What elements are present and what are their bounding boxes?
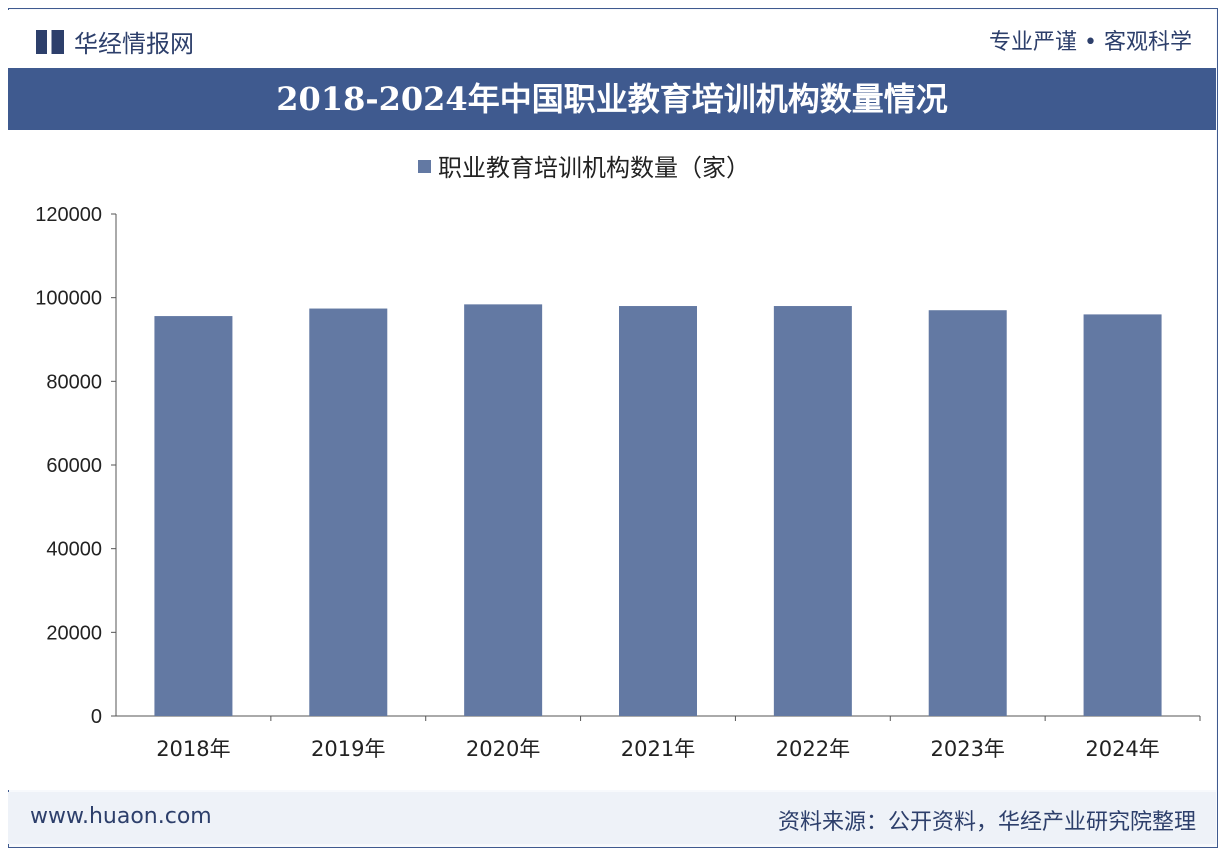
x-tick-label: 2020年 (466, 737, 540, 761)
website: www.huaon.com (30, 804, 212, 829)
slogan: 专业严谨 • 客观科学 (989, 30, 1192, 55)
y-tick-label: 40000 (46, 539, 102, 561)
footer: www.huaon.com 资料来源：公开资料，华经产业研究院整理 (8, 792, 1216, 844)
bar (154, 316, 233, 716)
bar (1083, 314, 1162, 716)
y-tick-label: 0 (91, 706, 102, 728)
x-tick-label: 2022年 (776, 737, 850, 761)
bar (773, 306, 852, 716)
y-tick-label: 20000 (46, 622, 102, 644)
header (8, 10, 1216, 68)
legend-label: 职业教育培训机构数量（家） (438, 154, 750, 182)
x-tick-label: 2021年 (621, 737, 695, 761)
bar (464, 304, 543, 716)
x-tick-label: 2019年 (311, 737, 385, 761)
bar (619, 306, 697, 716)
source-note: 资料来源：公开资料，华经产业研究院整理 (777, 810, 1196, 835)
y-tick-label: 80000 (46, 371, 102, 393)
bar-chart: 0 20000 40000 60000 80000 100000 120000 2018年 20… (35, 154, 1201, 761)
logo-icon (36, 29, 64, 54)
y-tick-label: 100000 (35, 288, 102, 310)
y-tick-label: 120000 (35, 204, 102, 226)
chart-area: 0 20000 40000 60000 80000 100000 120000 2018年 20… (8, 130, 1216, 790)
brand-name: 华经情报网 (74, 30, 194, 58)
bar (309, 308, 388, 716)
x-tick-label: 2018年 (156, 737, 230, 761)
x-tick-label: 2023年 (930, 737, 1004, 761)
x-tick-label: 2024年 (1085, 737, 1159, 761)
chart-title: 2018-2024年中国职业教育培训机构数量情况 (8, 68, 1216, 130)
legend-swatch (418, 160, 431, 173)
brand: 华经情报网 (36, 24, 194, 59)
y-tick-label: 60000 (46, 455, 102, 477)
bar (928, 310, 1007, 716)
